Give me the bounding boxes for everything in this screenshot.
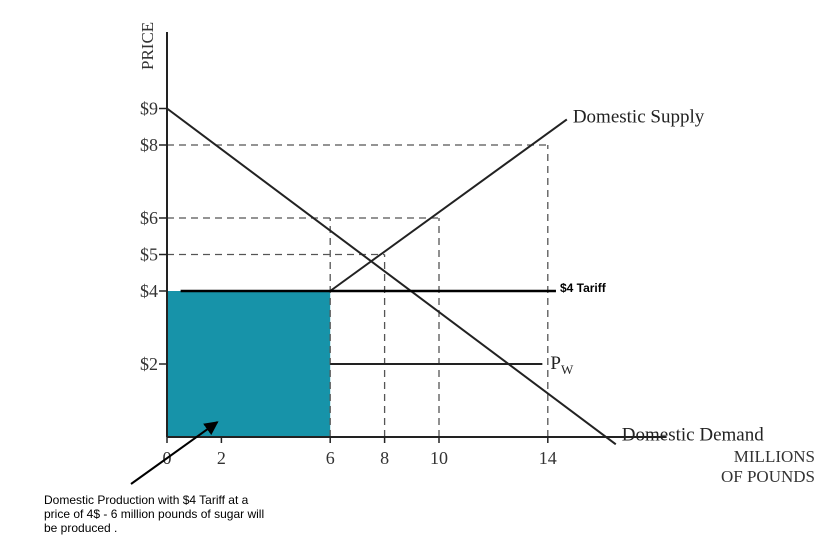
x-tick-label-10: 10: [430, 448, 448, 468]
x-tick-label-2: 2: [217, 448, 226, 468]
x-tick-label-8: 8: [380, 448, 389, 468]
annotation-arrow: [130, 421, 219, 485]
domestic-demand-line: [166, 107, 617, 446]
y-tick-label-2: $2: [140, 354, 158, 374]
world-price-label: PW: [550, 353, 574, 377]
annotation-text: Domestic Production with $4 Tariff at a …: [44, 493, 265, 535]
y-tick-label-9: $9: [140, 99, 158, 119]
y-tick-label-8: $8: [140, 135, 158, 155]
y-tick-label-5: $5: [140, 245, 158, 265]
x-axis-title-line-1: MILLIONS: [734, 447, 815, 466]
world-price-label-sub: W: [561, 362, 574, 377]
x-axis-title: MILLIONS OF POUNDS: [721, 447, 815, 486]
domestic-supply-label: Domestic Supply: [573, 106, 705, 127]
dashed-guides: [167, 144, 549, 437]
world-price-label-main: P: [550, 353, 561, 374]
y-tick-group: $2 $4 $5 $6 $8 $9: [140, 99, 167, 374]
y-tick-label-4: $4: [140, 281, 158, 301]
domestic-production-area: [167, 291, 331, 437]
domestic-demand-label: Domestic Demand: [622, 424, 764, 445]
x-tick-group: 02681014: [163, 437, 557, 468]
x-tick-label-6: 6: [326, 448, 335, 468]
y-axis-title: PRICE: [138, 22, 157, 70]
x-tick-label-14: 14: [539, 448, 557, 468]
tariff-label: $4 Tariff: [560, 281, 607, 295]
x-axis-title-line-2: OF POUNDS: [721, 467, 815, 486]
y-tick-label-6: $6: [140, 208, 158, 228]
domestic-supply-line: [329, 118, 568, 292]
